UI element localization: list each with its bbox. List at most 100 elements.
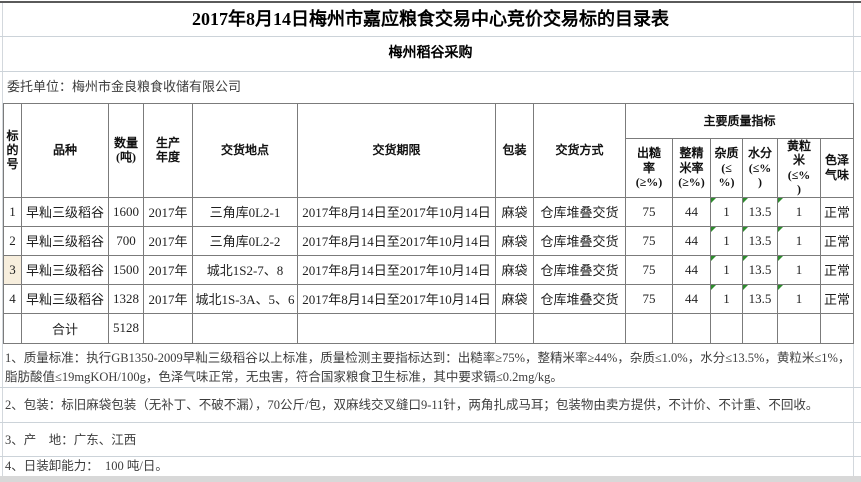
cell-pack: 麻袋: [495, 254, 534, 285]
col-header-target-no: 标 的 号: [3, 103, 22, 198]
cell-total-empty: [3, 312, 22, 344]
note-unloading-capacity: 4、日装卸能力： 100 吨/日。: [5, 459, 168, 473]
table-row: 1 早籼三级稻谷 1600 2017年 三角库0L2-1 2017年8月14日至…: [3, 196, 855, 227]
cell-impurity-value: 1: [723, 203, 730, 219]
col-header-moisture: 水分 (≤% ): [742, 138, 778, 198]
cell-milled-rate: 44: [672, 196, 711, 227]
col-header-color-odor: 色泽 气味: [819, 138, 855, 198]
cell-total-empty: [533, 312, 626, 344]
cell-moisture: 13.5: [742, 254, 778, 285]
table-row: 3 早籼三级稻谷 1500 2017年 城北1S2-7、8 2017年8月14日…: [3, 254, 855, 285]
cell-moisture-value: 13.5: [748, 232, 772, 248]
cell-year: 2017年: [143, 225, 193, 256]
cell-period: 2017年8月14日至2017年10月14日: [297, 254, 496, 285]
cell-moisture: 13.5: [742, 196, 778, 227]
green-triangle-icon: [743, 285, 748, 290]
cell-total-empty: [297, 312, 496, 344]
table-row: 2 早籼三级稻谷 700 2017年 三角库0L2-2 2017年8月14日至2…: [3, 225, 855, 256]
cell-total-empty: [625, 312, 673, 344]
cell-target-no: 2: [3, 225, 22, 256]
cell-period: 2017年8月14日至2017年10月14日: [297, 225, 496, 256]
cell-variety: 早籼三级稻谷: [21, 225, 109, 256]
cell-method: 仓库堆叠交货: [533, 254, 626, 285]
green-triangle-icon: [711, 227, 716, 232]
cell-total-empty: [742, 312, 778, 344]
page-subtitle: 梅州稻谷采购: [0, 37, 861, 72]
cell-method: 仓库堆叠交货: [533, 225, 626, 256]
cell-color-odor: 正常: [819, 254, 855, 285]
total-row: 合计 5128: [3, 312, 855, 344]
green-triangle-icon: [778, 227, 783, 232]
note-packaging: 2、包装：标旧麻袋包装（无补丁、不破不漏），70公斤/包，双麻线交叉缝口9-11…: [0, 388, 861, 423]
cell-pack: 麻袋: [495, 225, 534, 256]
col-header-delivery-place: 交货地点: [192, 103, 298, 198]
cell-moisture-value: 13.5: [748, 203, 772, 219]
cell-place: 城北1S2-7、8: [192, 254, 298, 285]
client-line: 委托单位：梅州市金良粮食收储有限公司: [7, 79, 242, 94]
cell-pack: 麻袋: [495, 196, 534, 227]
cell-impurity-value: 1: [723, 232, 730, 248]
cell-impurity-value: 1: [723, 290, 730, 306]
bottom-edge-strip: [0, 476, 861, 482]
cell-variety: 早籼三级稻谷: [21, 196, 109, 227]
col-header-packaging: 包装: [495, 103, 534, 198]
cell-milled-rate: 44: [672, 254, 711, 285]
cell-color-odor: 正常: [819, 283, 855, 314]
cell-husk-rate: 75: [625, 254, 673, 285]
cell-total-empty: [710, 312, 743, 344]
cell-moisture-value: 13.5: [748, 290, 772, 306]
col-header-quantity: 数量 (吨): [108, 103, 144, 198]
cell-yellow-grain: 1: [777, 225, 821, 256]
cell-yellow-grain-value: 1: [795, 203, 803, 219]
green-triangle-icon: [743, 198, 748, 203]
cell-quantity: 1328: [108, 283, 144, 314]
cell-yellow-grain-value: 1: [795, 232, 803, 248]
cell-impurity: 1: [710, 254, 743, 285]
note-origin: 3、产 地：广东、江西: [0, 423, 861, 457]
col-header-husk-rate: 出糙 率 (≥%): [625, 138, 673, 198]
cell-place: 三角库0L2-1: [192, 196, 298, 227]
col-header-milled-rice-rate: 整精 米率 (≥%): [672, 138, 711, 198]
cell-husk-rate: 75: [625, 283, 673, 314]
green-triangle-icon: [743, 256, 748, 261]
cell-quantity: 1500: [108, 254, 144, 285]
cell-impurity-value: 1: [723, 261, 730, 277]
cell-place: 三角库0L2-2: [192, 225, 298, 256]
cell-method: 仓库堆叠交货: [533, 283, 626, 314]
cell-method: 仓库堆叠交货: [533, 196, 626, 227]
total-label: 合计: [21, 312, 109, 344]
cell-yellow-grain-value: 1: [795, 290, 803, 306]
cell-impurity: 1: [710, 225, 743, 256]
cell-yellow-grain-value: 1: [795, 261, 803, 277]
table-row: 4 早籼三级稻谷 1328 2017年 城北1S-3A、5、6 2017年8月1…: [3, 283, 855, 314]
cell-period: 2017年8月14日至2017年10月14日: [297, 283, 496, 314]
col-header-variety: 品种: [21, 103, 109, 198]
cell-impurity: 1: [710, 196, 743, 227]
note-quality-standard: 1、质量标准：执行GB1350-2009早籼三级稻谷以上标准，质量检测主要指标达…: [0, 342, 861, 388]
top-border-line: [0, 1, 861, 3]
col-header-delivery-method: 交货方式: [533, 103, 626, 198]
cell-variety: 早籼三级稻谷: [21, 283, 109, 314]
total-quantity: 5128: [108, 312, 144, 344]
cell-total-empty: [672, 312, 711, 344]
cell-total-empty: [143, 312, 193, 344]
cell-moisture-value: 13.5: [748, 261, 772, 277]
green-triangle-icon: [711, 256, 716, 261]
cell-year: 2017年: [143, 196, 193, 227]
catalog-table: 标 的 号 品种 数量 (吨) 生产 年度 交货地点 交货期限 包装 交货方式 …: [3, 103, 855, 344]
cell-color-odor: 正常: [819, 225, 855, 256]
green-triangle-icon: [778, 198, 783, 203]
cell-target-no: 3: [3, 254, 22, 285]
cell-color-odor: 正常: [819, 196, 855, 227]
col-header-yellow-grain: 黄粒 米 (≤% ): [777, 138, 821, 198]
cell-quantity: 700: [108, 225, 144, 256]
cell-pack: 麻袋: [495, 283, 534, 314]
cell-quantity: 1600: [108, 196, 144, 227]
col-header-impurity: 杂质 (≤ %): [710, 138, 743, 198]
cell-husk-rate: 75: [625, 225, 673, 256]
page-title: 2017年8月14日梅州市嘉应粮食交易中心竞价交易标的目录表: [0, 3, 861, 37]
cell-place: 城北1S-3A、5、6: [192, 283, 298, 314]
col-header-delivery-period: 交货期限: [297, 103, 496, 198]
cell-moisture: 13.5: [742, 225, 778, 256]
cell-period: 2017年8月14日至2017年10月14日: [297, 196, 496, 227]
